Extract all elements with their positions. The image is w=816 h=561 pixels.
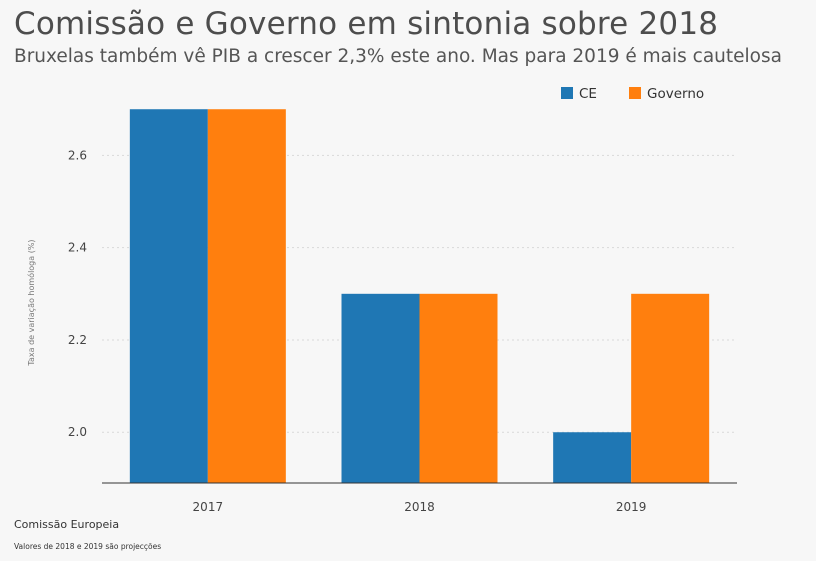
bar-ce-2017 (129, 109, 208, 483)
x-tick-label: 2019 (616, 500, 647, 514)
x-tick-label: 2017 (193, 500, 224, 514)
y-tick-label: 2.6 (68, 148, 87, 162)
legend-label-ce: CE (579, 86, 597, 102)
y-tick-label: 2.0 (68, 425, 87, 439)
bar-governo-2017 (207, 109, 286, 483)
legend-swatch-ce (561, 87, 573, 99)
x-tick-label: 2018 (404, 500, 435, 514)
legend-label-governo: Governo (647, 86, 704, 102)
y-tick-label: 2.2 (68, 333, 87, 347)
bar-ce-2019 (553, 432, 632, 483)
source-text: Comissão Europeia (14, 518, 120, 531)
chart-title: Comissão e Governo em sintonia sobre 201… (14, 6, 719, 42)
bar-governo-2019 (631, 293, 710, 483)
y-axis-label: Taxa de variação homóloga (%) (26, 239, 36, 366)
bar-ce-2018 (341, 293, 420, 483)
bar-governo-2018 (419, 293, 498, 483)
chart-subtitle: Bruxelas também vê PIB a crescer 2,3% es… (14, 46, 782, 67)
y-tick-label: 2.4 (68, 241, 87, 255)
legend-swatch-governo (629, 87, 641, 99)
footnote-text: Valores de 2018 e 2019 são projecções (14, 542, 162, 551)
